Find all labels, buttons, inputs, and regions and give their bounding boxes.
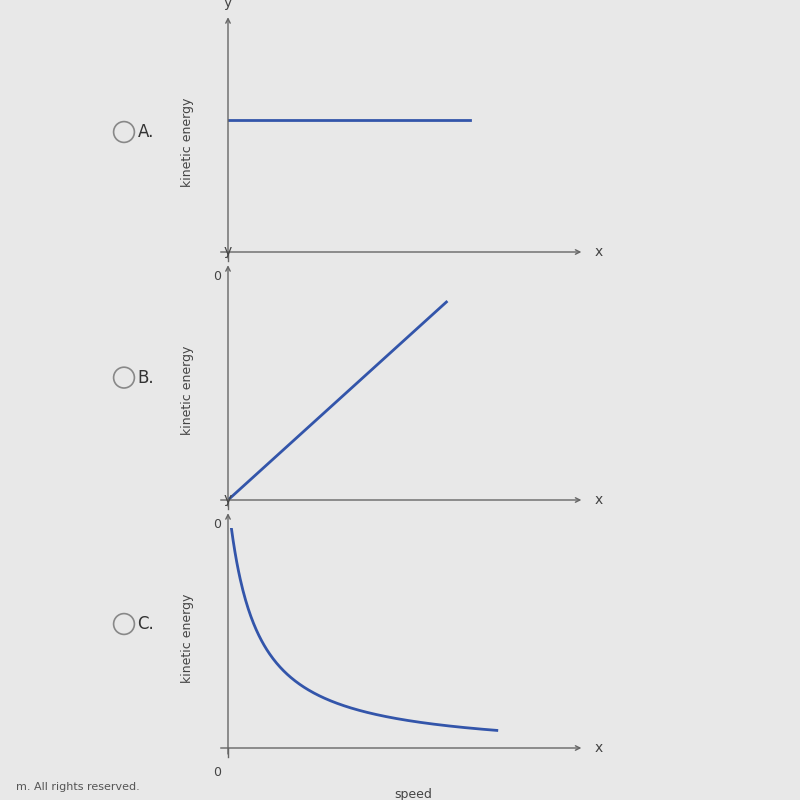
Text: y: y [224, 0, 232, 10]
Text: m. All rights reserved.: m. All rights reserved. [16, 782, 140, 792]
Text: B.: B. [138, 369, 154, 386]
Text: A.: A. [138, 123, 154, 141]
Text: speed: speed [394, 540, 432, 553]
Text: kinetic energy: kinetic energy [181, 594, 194, 682]
Text: 0: 0 [214, 270, 222, 282]
Text: x: x [594, 245, 602, 259]
Text: C.: C. [138, 615, 154, 633]
Text: speed: speed [394, 787, 432, 800]
Text: y: y [224, 492, 232, 506]
Text: y: y [224, 244, 232, 258]
Text: speed: speed [394, 292, 432, 305]
Text: 0: 0 [214, 766, 222, 778]
Text: 0: 0 [214, 518, 222, 530]
Text: kinetic energy: kinetic energy [181, 346, 194, 434]
Text: x: x [594, 741, 602, 755]
Text: kinetic energy: kinetic energy [181, 98, 194, 186]
Text: x: x [594, 493, 602, 507]
